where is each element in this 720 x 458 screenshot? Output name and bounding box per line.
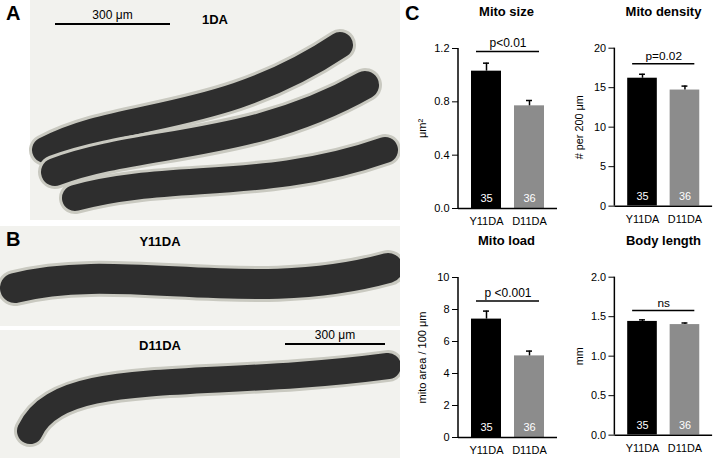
svg-text:0.5: 0.5 [591,389,606,401]
svg-text:0: 0 [443,431,449,443]
svg-text:0.0: 0.0 [591,429,606,441]
svg-text:D11DA: D11DA [512,444,547,456]
svg-text:p=0.02: p=0.02 [645,49,682,63]
svg-text:1.0: 1.0 [591,350,606,362]
svg-text:300 μm: 300 μm [92,8,132,22]
html-text:A: A [6,2,21,24]
svg-text:D11DA: D11DA [512,215,547,227]
html-text:Mito size: Mito size [479,4,534,19]
svg-text:Y11DA: Y11DA [139,234,181,249]
svg-text:1.2: 1.2 [434,42,449,54]
html-text:Mito load: Mito load [478,233,535,248]
html-text:C: C [405,2,420,24]
svg-text:6: 6 [443,335,449,347]
svg-text:0: 0 [600,200,606,212]
svg-text:35: 35 [480,421,492,433]
svg-text:20: 20 [594,42,606,54]
svg-text:# per 200 μm: # per 200 μm [573,95,585,159]
svg-text:15: 15 [594,81,606,93]
svg-text:D11DA: D11DA [668,213,703,225]
svg-text:0.0: 0.0 [434,202,449,214]
svg-text:4: 4 [443,367,449,379]
svg-text:35: 35 [636,190,648,202]
html-text:Mito density: Mito density [625,4,702,19]
svg-text:10: 10 [594,121,606,133]
svg-text:36: 36 [523,192,535,204]
svg-text:36: 36 [523,421,535,433]
svg-text:Y11DA: Y11DA [626,442,660,454]
svg-text:0.4: 0.4 [434,149,449,161]
svg-text:Y11DA: Y11DA [469,444,504,456]
svg-text:mito area / 100 μm: mito area / 100 μm [416,312,428,404]
svg-text:2: 2 [443,399,449,411]
svg-text:mm: mm [573,347,585,365]
svg-text:0.8: 0.8 [434,95,449,107]
html-text:Body length: Body length [625,233,701,248]
svg-text:10: 10 [437,271,449,283]
svg-text:36: 36 [679,419,691,431]
svg-text:ns: ns [657,296,670,310]
svg-text:300 μm: 300 μm [315,328,355,342]
svg-text:μm²: μm² [416,119,428,139]
svg-text:D11DA: D11DA [139,338,182,353]
html-text:B: B [6,228,21,250]
svg-text:2.0: 2.0 [591,271,606,283]
svg-text:Y11DA: Y11DA [469,215,504,227]
svg-text:35: 35 [480,192,492,204]
svg-text:36: 36 [679,190,691,202]
svg-text:D11DA: D11DA [668,442,703,454]
svg-text:1.5: 1.5 [591,310,606,322]
svg-text:1DA: 1DA [202,12,229,27]
svg-text:p<0.01: p<0.01 [489,36,526,50]
svg-text:35: 35 [636,419,648,431]
svg-text:8: 8 [443,303,449,315]
svg-text:p <0.001: p <0.001 [484,286,531,300]
svg-text:5: 5 [600,160,606,172]
svg-text:Y11DA: Y11DA [626,213,660,225]
